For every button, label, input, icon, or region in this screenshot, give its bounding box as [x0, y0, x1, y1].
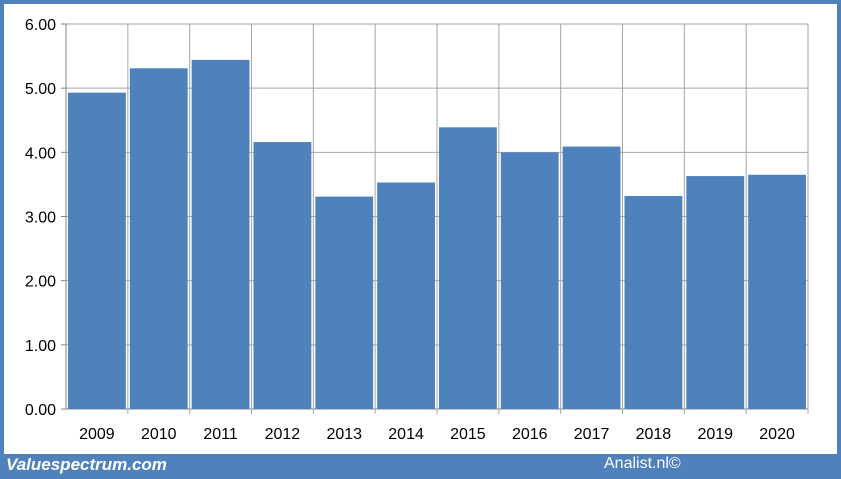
bar-2010 [129, 68, 188, 410]
bar-2020 [748, 174, 806, 409]
x-tick-label: 2009 [79, 426, 115, 443]
y-tick-label: 3.00 [25, 210, 56, 227]
bar-2012 [253, 142, 312, 410]
y-tick-label: 0.00 [25, 402, 56, 419]
x-tick-label: 2018 [636, 426, 672, 443]
brand-label: Valuespectrum.com [6, 455, 167, 474]
y-tick-label: 1.00 [25, 338, 56, 355]
bar-2017 [562, 146, 621, 409]
x-tick-label: 2015 [450, 426, 486, 443]
bar-2018 [624, 195, 683, 409]
bar-2013 [315, 196, 374, 409]
bar-2016 [500, 152, 559, 410]
y-tick-label: 6.00 [25, 17, 56, 34]
x-tick-label: 2013 [326, 426, 362, 443]
x-tick-label: 2020 [759, 426, 795, 443]
source-label: Analist.nl© [604, 455, 681, 472]
bar-2015 [439, 127, 497, 409]
x-tick-label: 2011 [203, 426, 238, 443]
bar-2009 [68, 92, 126, 410]
y-tick-label: 5.00 [25, 81, 56, 98]
x-tick-label: 2010 [141, 426, 177, 443]
x-tick-label: 2019 [697, 426, 733, 443]
bar-chart: 0.00 1.00 2.00 3.00 4.00 5.00 6.00 2009 2010 2011… [25, 17, 809, 443]
chart-panel: 0.00 1.00 2.00 3.00 4.00 5.00 6.00 2009 2010 2011… [4, 4, 837, 454]
bar-2014 [377, 182, 435, 409]
x-tick-label: 2014 [388, 426, 424, 443]
y-tick-label: 4.00 [25, 145, 56, 162]
x-tick-label: 2012 [265, 426, 301, 443]
y-tick-label: 2.00 [25, 274, 56, 291]
bar-2019 [686, 176, 745, 409]
x-tick-label: 2017 [574, 426, 610, 443]
bar-2011 [191, 59, 250, 409]
x-tick-label: 2016 [512, 426, 548, 443]
